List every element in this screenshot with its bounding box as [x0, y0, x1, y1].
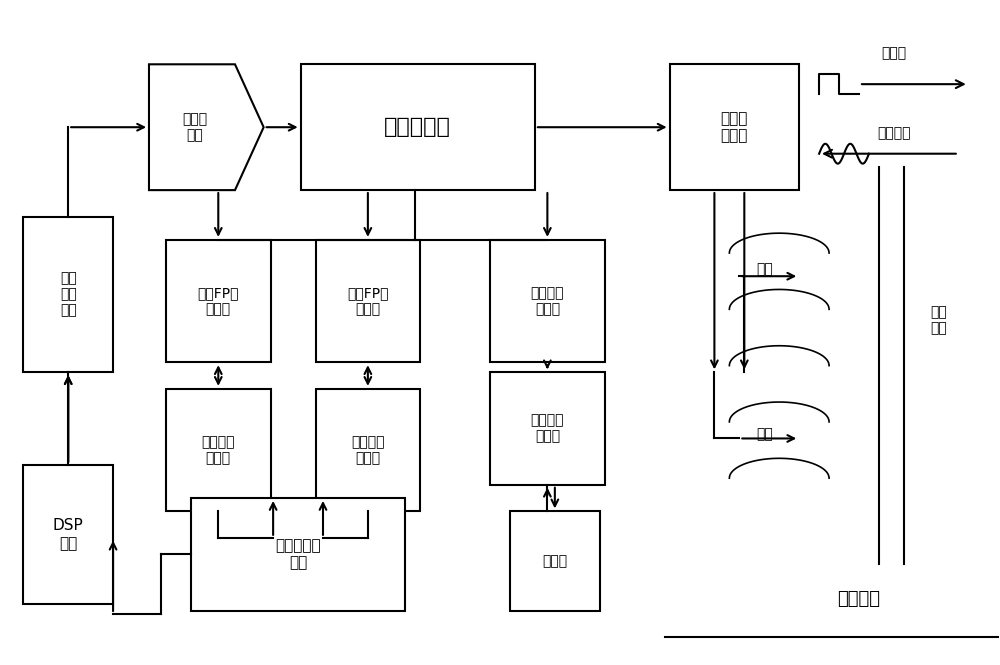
- Text: 背散射光: 背散射光: [877, 126, 911, 140]
- FancyBboxPatch shape: [490, 240, 605, 362]
- FancyBboxPatch shape: [301, 65, 535, 190]
- FancyBboxPatch shape: [191, 498, 405, 610]
- Text: 始端: 始端: [756, 262, 773, 276]
- Text: 热风主管: 热风主管: [838, 590, 881, 608]
- Text: 第一FP光
滤波器: 第一FP光 滤波器: [198, 286, 239, 316]
- FancyBboxPatch shape: [670, 65, 799, 190]
- Polygon shape: [149, 65, 264, 190]
- FancyBboxPatch shape: [510, 511, 600, 610]
- Text: 第二光电
探测器: 第二光电 探测器: [351, 435, 385, 465]
- Text: 入射光: 入射光: [881, 47, 906, 61]
- FancyBboxPatch shape: [166, 389, 271, 511]
- Text: 光路选
择开关: 光路选 择开关: [721, 111, 748, 144]
- Text: 鉴频器: 鉴频器: [542, 554, 567, 568]
- Text: 热风
支管: 热风 支管: [930, 305, 947, 336]
- FancyBboxPatch shape: [23, 217, 113, 372]
- Text: 第二FP光
滤波器: 第二FP光 滤波器: [347, 286, 389, 316]
- Text: 末端: 末端: [756, 428, 773, 442]
- FancyBboxPatch shape: [23, 465, 113, 604]
- Text: 激光发
射源: 激光发 射源: [182, 112, 207, 142]
- Text: 脉冲
驱动
电路: 脉冲 驱动 电路: [60, 271, 77, 318]
- FancyBboxPatch shape: [166, 240, 271, 362]
- Text: 第三光电
探测器: 第三光电 探测器: [531, 286, 564, 316]
- Text: 光纤耦合器: 光纤耦合器: [384, 117, 451, 137]
- FancyBboxPatch shape: [490, 372, 605, 485]
- FancyBboxPatch shape: [316, 240, 420, 362]
- Text: DSP
单元: DSP 单元: [53, 518, 84, 551]
- Text: 高速比较
放大器: 高速比较 放大器: [531, 414, 564, 444]
- Text: 高速数据采
集卡: 高速数据采 集卡: [275, 538, 321, 571]
- Text: 第一光电
探测器: 第一光电 探测器: [202, 435, 235, 465]
- FancyBboxPatch shape: [316, 389, 420, 511]
